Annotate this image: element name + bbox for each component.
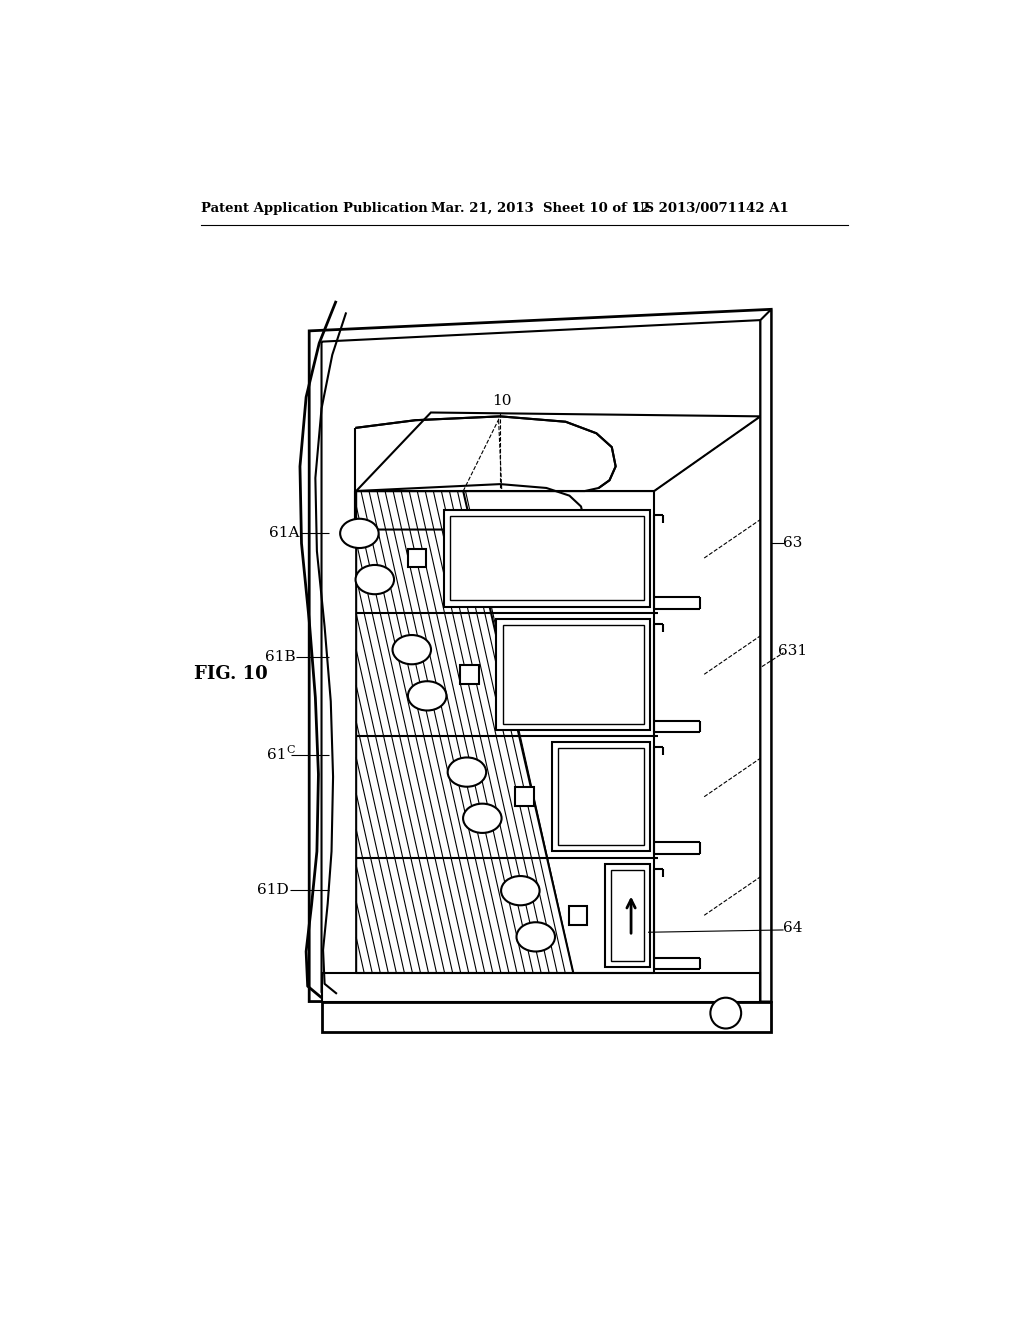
Polygon shape bbox=[309, 309, 771, 1002]
Ellipse shape bbox=[501, 876, 540, 906]
Polygon shape bbox=[356, 491, 573, 973]
Text: Mar. 21, 2013  Sheet 10 of 12: Mar. 21, 2013 Sheet 10 of 12 bbox=[431, 202, 650, 215]
Ellipse shape bbox=[392, 635, 431, 664]
Circle shape bbox=[711, 998, 741, 1028]
Polygon shape bbox=[503, 626, 644, 723]
Text: FIG. 10: FIG. 10 bbox=[194, 665, 267, 684]
Polygon shape bbox=[552, 742, 650, 851]
Polygon shape bbox=[322, 973, 761, 1002]
Text: 61D: 61D bbox=[257, 883, 289, 896]
Ellipse shape bbox=[447, 758, 486, 787]
Ellipse shape bbox=[408, 681, 446, 710]
Text: 64: 64 bbox=[783, 921, 803, 936]
Text: 10: 10 bbox=[492, 393, 511, 408]
Polygon shape bbox=[761, 309, 771, 1002]
Polygon shape bbox=[460, 665, 479, 684]
Text: 61B: 61B bbox=[265, 651, 296, 664]
Polygon shape bbox=[356, 412, 761, 491]
Polygon shape bbox=[497, 619, 650, 730]
Polygon shape bbox=[322, 1002, 771, 1032]
Text: US 2013/0071142 A1: US 2013/0071142 A1 bbox=[633, 202, 788, 215]
Text: C: C bbox=[286, 744, 295, 755]
Text: 63: 63 bbox=[783, 536, 803, 550]
Ellipse shape bbox=[340, 519, 379, 548]
Polygon shape bbox=[611, 870, 644, 961]
Ellipse shape bbox=[463, 804, 502, 833]
Text: 631: 631 bbox=[778, 644, 807, 659]
Polygon shape bbox=[451, 516, 644, 601]
Polygon shape bbox=[605, 863, 650, 966]
Polygon shape bbox=[408, 549, 426, 568]
Polygon shape bbox=[569, 906, 588, 924]
Text: 61A: 61A bbox=[269, 527, 300, 540]
Ellipse shape bbox=[355, 565, 394, 594]
Polygon shape bbox=[558, 748, 644, 845]
Ellipse shape bbox=[516, 923, 555, 952]
Text: Patent Application Publication: Patent Application Publication bbox=[202, 202, 428, 215]
Polygon shape bbox=[515, 788, 534, 807]
Text: 61: 61 bbox=[267, 748, 287, 762]
Polygon shape bbox=[444, 510, 650, 607]
